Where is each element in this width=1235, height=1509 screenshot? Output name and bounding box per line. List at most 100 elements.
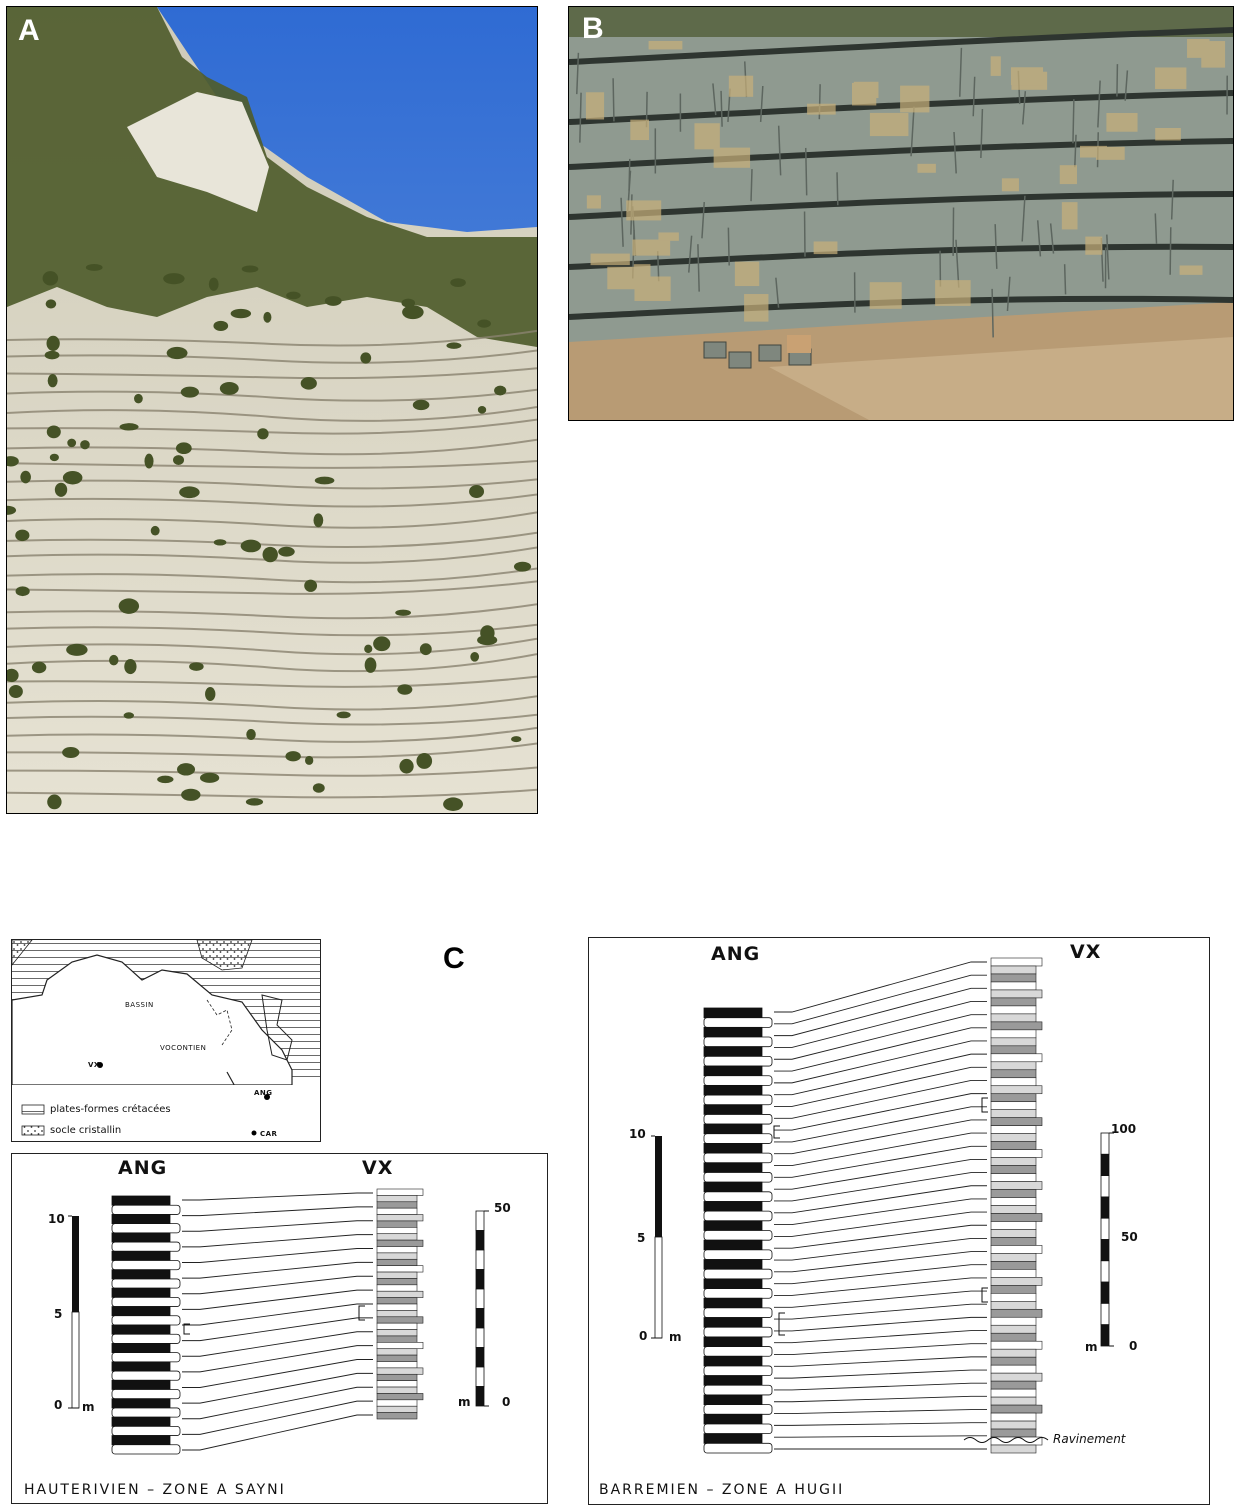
vx-bed (991, 1054, 1042, 1062)
vx-bed (991, 1213, 1042, 1221)
haut-site-ang: ANG (118, 1157, 167, 1179)
fallen-block (759, 345, 781, 361)
vx-bed (377, 1278, 417, 1284)
vx-bed (377, 1362, 417, 1368)
vx-bed (991, 1349, 1036, 1357)
ang-bed (704, 1192, 772, 1202)
shrub (32, 662, 46, 674)
ang-bed (112, 1270, 170, 1279)
vx-bed (377, 1189, 423, 1195)
shrub (511, 736, 521, 742)
oxidized-patch (735, 262, 759, 286)
shrub (209, 278, 219, 291)
joint-crack (721, 91, 722, 127)
map-label-bassin: BASSIN (125, 1001, 154, 1009)
shrub (395, 610, 411, 616)
ang-bed (704, 1008, 762, 1018)
oxidized-patch (626, 200, 661, 220)
vx-bed (377, 1291, 423, 1297)
haut-left-unit: m (82, 1400, 95, 1414)
photo-a-cliff-outcrop (6, 6, 538, 814)
barr-site-vx: VX (1070, 941, 1101, 963)
correlation-line (182, 1360, 373, 1388)
vx-bed (377, 1336, 417, 1342)
shrub (420, 643, 432, 655)
correlation-line (774, 1080, 987, 1118)
ang-bed (112, 1279, 180, 1288)
shrub (313, 513, 323, 527)
vx-bed (991, 1094, 1036, 1102)
shrub (286, 292, 300, 300)
correlation-line (774, 1291, 987, 1307)
correlation-line (182, 1276, 373, 1294)
bed-bracket (774, 1126, 780, 1138)
vx-bed (991, 1150, 1042, 1158)
shrub (177, 763, 195, 775)
panel-label-a: A (18, 14, 40, 48)
vx-bed (991, 1166, 1036, 1174)
vx-bed (991, 974, 1036, 982)
shrub (47, 425, 61, 438)
joint-crack (992, 289, 993, 338)
vx-bed (377, 1221, 417, 1227)
shrub (43, 271, 59, 285)
ang-bed (112, 1214, 170, 1223)
shrub (305, 756, 313, 765)
ang-bed (704, 1414, 762, 1424)
fallen-block (704, 342, 726, 358)
shrub (213, 321, 228, 331)
oxidized-patch (1180, 266, 1203, 275)
ang-bed (704, 1298, 762, 1308)
vx-bed (991, 1006, 1036, 1014)
ang-bed (704, 1221, 762, 1231)
correlation-line (774, 1331, 987, 1343)
shrub (494, 386, 506, 396)
oxidized-patch (870, 282, 902, 309)
ang-bed (704, 1318, 762, 1328)
ang-bed (704, 1289, 772, 1299)
photo-b-quarry-wall (568, 6, 1234, 421)
shrub (63, 471, 83, 484)
shrub (173, 455, 184, 465)
vx-bed (991, 998, 1036, 1006)
shrub (80, 440, 90, 449)
left-scale-bar-light (655, 1237, 662, 1338)
vx-bed (377, 1310, 417, 1316)
oxidized-patch (630, 120, 649, 140)
shrub (450, 278, 466, 287)
haut-right-unit: m (458, 1395, 471, 1409)
ang-bed (704, 1279, 762, 1289)
ang-bed (112, 1417, 170, 1426)
shrub (214, 539, 227, 545)
barr-annotation-ravinement: Ravinement (1053, 1432, 1126, 1446)
right-scale-segment (1101, 1133, 1109, 1154)
shrub (301, 377, 317, 390)
shrub (478, 406, 486, 414)
vx-bed (991, 1317, 1036, 1325)
vx-bed (991, 1381, 1036, 1389)
correlation-line (774, 1238, 987, 1260)
vx-bed (377, 1374, 417, 1380)
correlation-line (182, 1235, 373, 1247)
vx-bed (991, 1190, 1036, 1198)
haut-right-tick-50: 50 (494, 1201, 511, 1215)
barr-left-tick-0: 0 (639, 1329, 647, 1343)
fallen-block (729, 352, 751, 368)
vx-bed (377, 1393, 423, 1399)
shrub (220, 382, 239, 395)
joint-crack (1170, 227, 1171, 274)
shrub (157, 776, 173, 783)
right-scale-ticks (484, 1211, 489, 1406)
oxidized-patch (807, 104, 836, 115)
shrub (263, 312, 271, 323)
barremien-correlation-panel: ANG VX 10 5 0 m 100 50 0 m Ravinement BA… (588, 937, 1210, 1505)
shrub (119, 598, 139, 613)
ang-bed (112, 1371, 180, 1380)
vx-bed (377, 1381, 417, 1387)
right-scale-segment (476, 1270, 484, 1290)
shrub (263, 547, 278, 562)
shrub (48, 374, 58, 387)
vx-bed (991, 1221, 1036, 1229)
bed-bracket (982, 1288, 988, 1302)
ang-bed (112, 1224, 180, 1233)
